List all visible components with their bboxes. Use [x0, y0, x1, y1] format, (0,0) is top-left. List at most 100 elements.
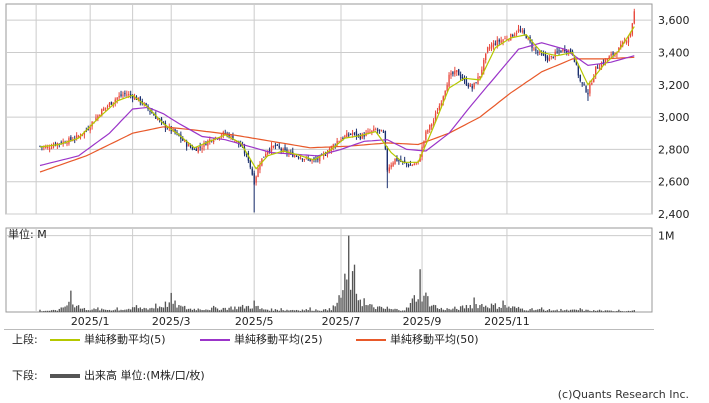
- volume-bar: [413, 295, 415, 312]
- volume-bar: [359, 299, 361, 312]
- volume-bar: [286, 309, 288, 312]
- volume-bar: [569, 309, 572, 312]
- candle-body: [249, 160, 251, 168]
- volume-bar: [278, 310, 280, 312]
- volume-bar: [581, 309, 583, 312]
- volume-bar: [311, 310, 313, 312]
- volume-bar: [529, 309, 531, 312]
- volume-bar: [321, 310, 323, 312]
- candle-body: [627, 37, 630, 43]
- volume-bar: [542, 309, 545, 312]
- volume-bar: [199, 309, 201, 312]
- volume-bar: [110, 310, 113, 312]
- volume-bar: [157, 308, 159, 312]
- candle-body: [253, 173, 255, 185]
- volume-bar: [207, 309, 209, 312]
- volume-bar: [540, 307, 543, 312]
- candle-body: [270, 145, 273, 152]
- volume-bar: [486, 307, 489, 312]
- volume-bar: [461, 305, 464, 312]
- volume-bar: [450, 309, 452, 312]
- volume-bar: [172, 303, 174, 312]
- volume-bar: [363, 298, 365, 312]
- volume-bar: [473, 297, 475, 312]
- candle-body: [355, 131, 358, 136]
- candle-body: [446, 85, 448, 92]
- candle-body: [303, 159, 306, 161]
- volume-bar: [197, 308, 199, 312]
- volume-bar: [124, 309, 126, 312]
- candle-body: [539, 51, 541, 53]
- candle-body: [431, 124, 433, 127]
- candle-body: [131, 95, 134, 99]
- volume-bar: [627, 310, 630, 312]
- candle-body: [317, 158, 319, 160]
- candle-body: [268, 150, 271, 152]
- volume-bar: [191, 309, 194, 312]
- volume-bar: [230, 306, 232, 312]
- volume-bar: [411, 298, 414, 312]
- volume-bar: [344, 273, 346, 312]
- candle-body: [351, 133, 354, 135]
- ma25-label: 単純移動平均(25): [234, 333, 323, 346]
- volume-swatch: [50, 374, 80, 378]
- volume-bar: [145, 308, 147, 312]
- volume-bar: [521, 308, 524, 312]
- candle-body: [199, 146, 201, 148]
- candle-body: [610, 54, 612, 56]
- candle-body: [411, 165, 414, 167]
- volume-bar: [66, 305, 68, 312]
- volume-bar: [554, 310, 556, 312]
- price-panel-frame: [5, 3, 653, 215]
- candle-body: [405, 163, 408, 165]
- candle-body: [205, 143, 207, 146]
- volume-bar: [212, 305, 215, 312]
- candle-body: [245, 153, 248, 155]
- volume-bar: [295, 309, 298, 312]
- candle-body: [473, 82, 475, 88]
- candle-body: [230, 135, 232, 137]
- candle-body: [494, 43, 497, 45]
- volume-bar: [114, 309, 116, 312]
- candle-body: [313, 158, 315, 160]
- candle-body: [319, 155, 321, 162]
- candle-body: [402, 161, 404, 163]
- volume-bar: [209, 310, 211, 312]
- volume-bar: [623, 311, 626, 312]
- volume-bar: [629, 311, 632, 312]
- volume-bar: [238, 306, 240, 312]
- volume-bar: [396, 308, 398, 312]
- candle-body: [562, 49, 564, 52]
- candle-body: [475, 82, 477, 84]
- volume-bar: [272, 310, 275, 312]
- candle-body: [396, 157, 398, 161]
- volume-bar: [106, 310, 109, 312]
- volume-bar: [247, 305, 250, 312]
- candle-body: [48, 148, 51, 150]
- candle-body: [596, 67, 599, 69]
- candle-body: [423, 140, 425, 149]
- volume-bar: [458, 309, 460, 312]
- candle-body: [160, 118, 163, 122]
- volume-bar: [448, 308, 450, 312]
- volume-bar: [60, 307, 62, 312]
- volume-bar: [585, 309, 587, 312]
- volume-bar: [508, 306, 510, 312]
- volume-bar: [120, 309, 122, 312]
- candle-body: [189, 145, 192, 148]
- candle-body: [583, 84, 585, 86]
- candle-body: [525, 34, 527, 39]
- volume-bar: [587, 309, 589, 312]
- candle-body: [612, 52, 614, 55]
- volume-bar: [446, 308, 448, 312]
- candle-body: [70, 136, 72, 140]
- volume-bar: [415, 301, 417, 312]
- candle-body: [591, 83, 593, 85]
- candle-body: [280, 148, 282, 151]
- volume-bar: [392, 309, 394, 312]
- candle-body: [367, 131, 369, 133]
- volume-bar: [620, 310, 622, 312]
- candle-body: [114, 99, 116, 103]
- volume-bar: [280, 308, 282, 312]
- candle-body: [502, 39, 504, 42]
